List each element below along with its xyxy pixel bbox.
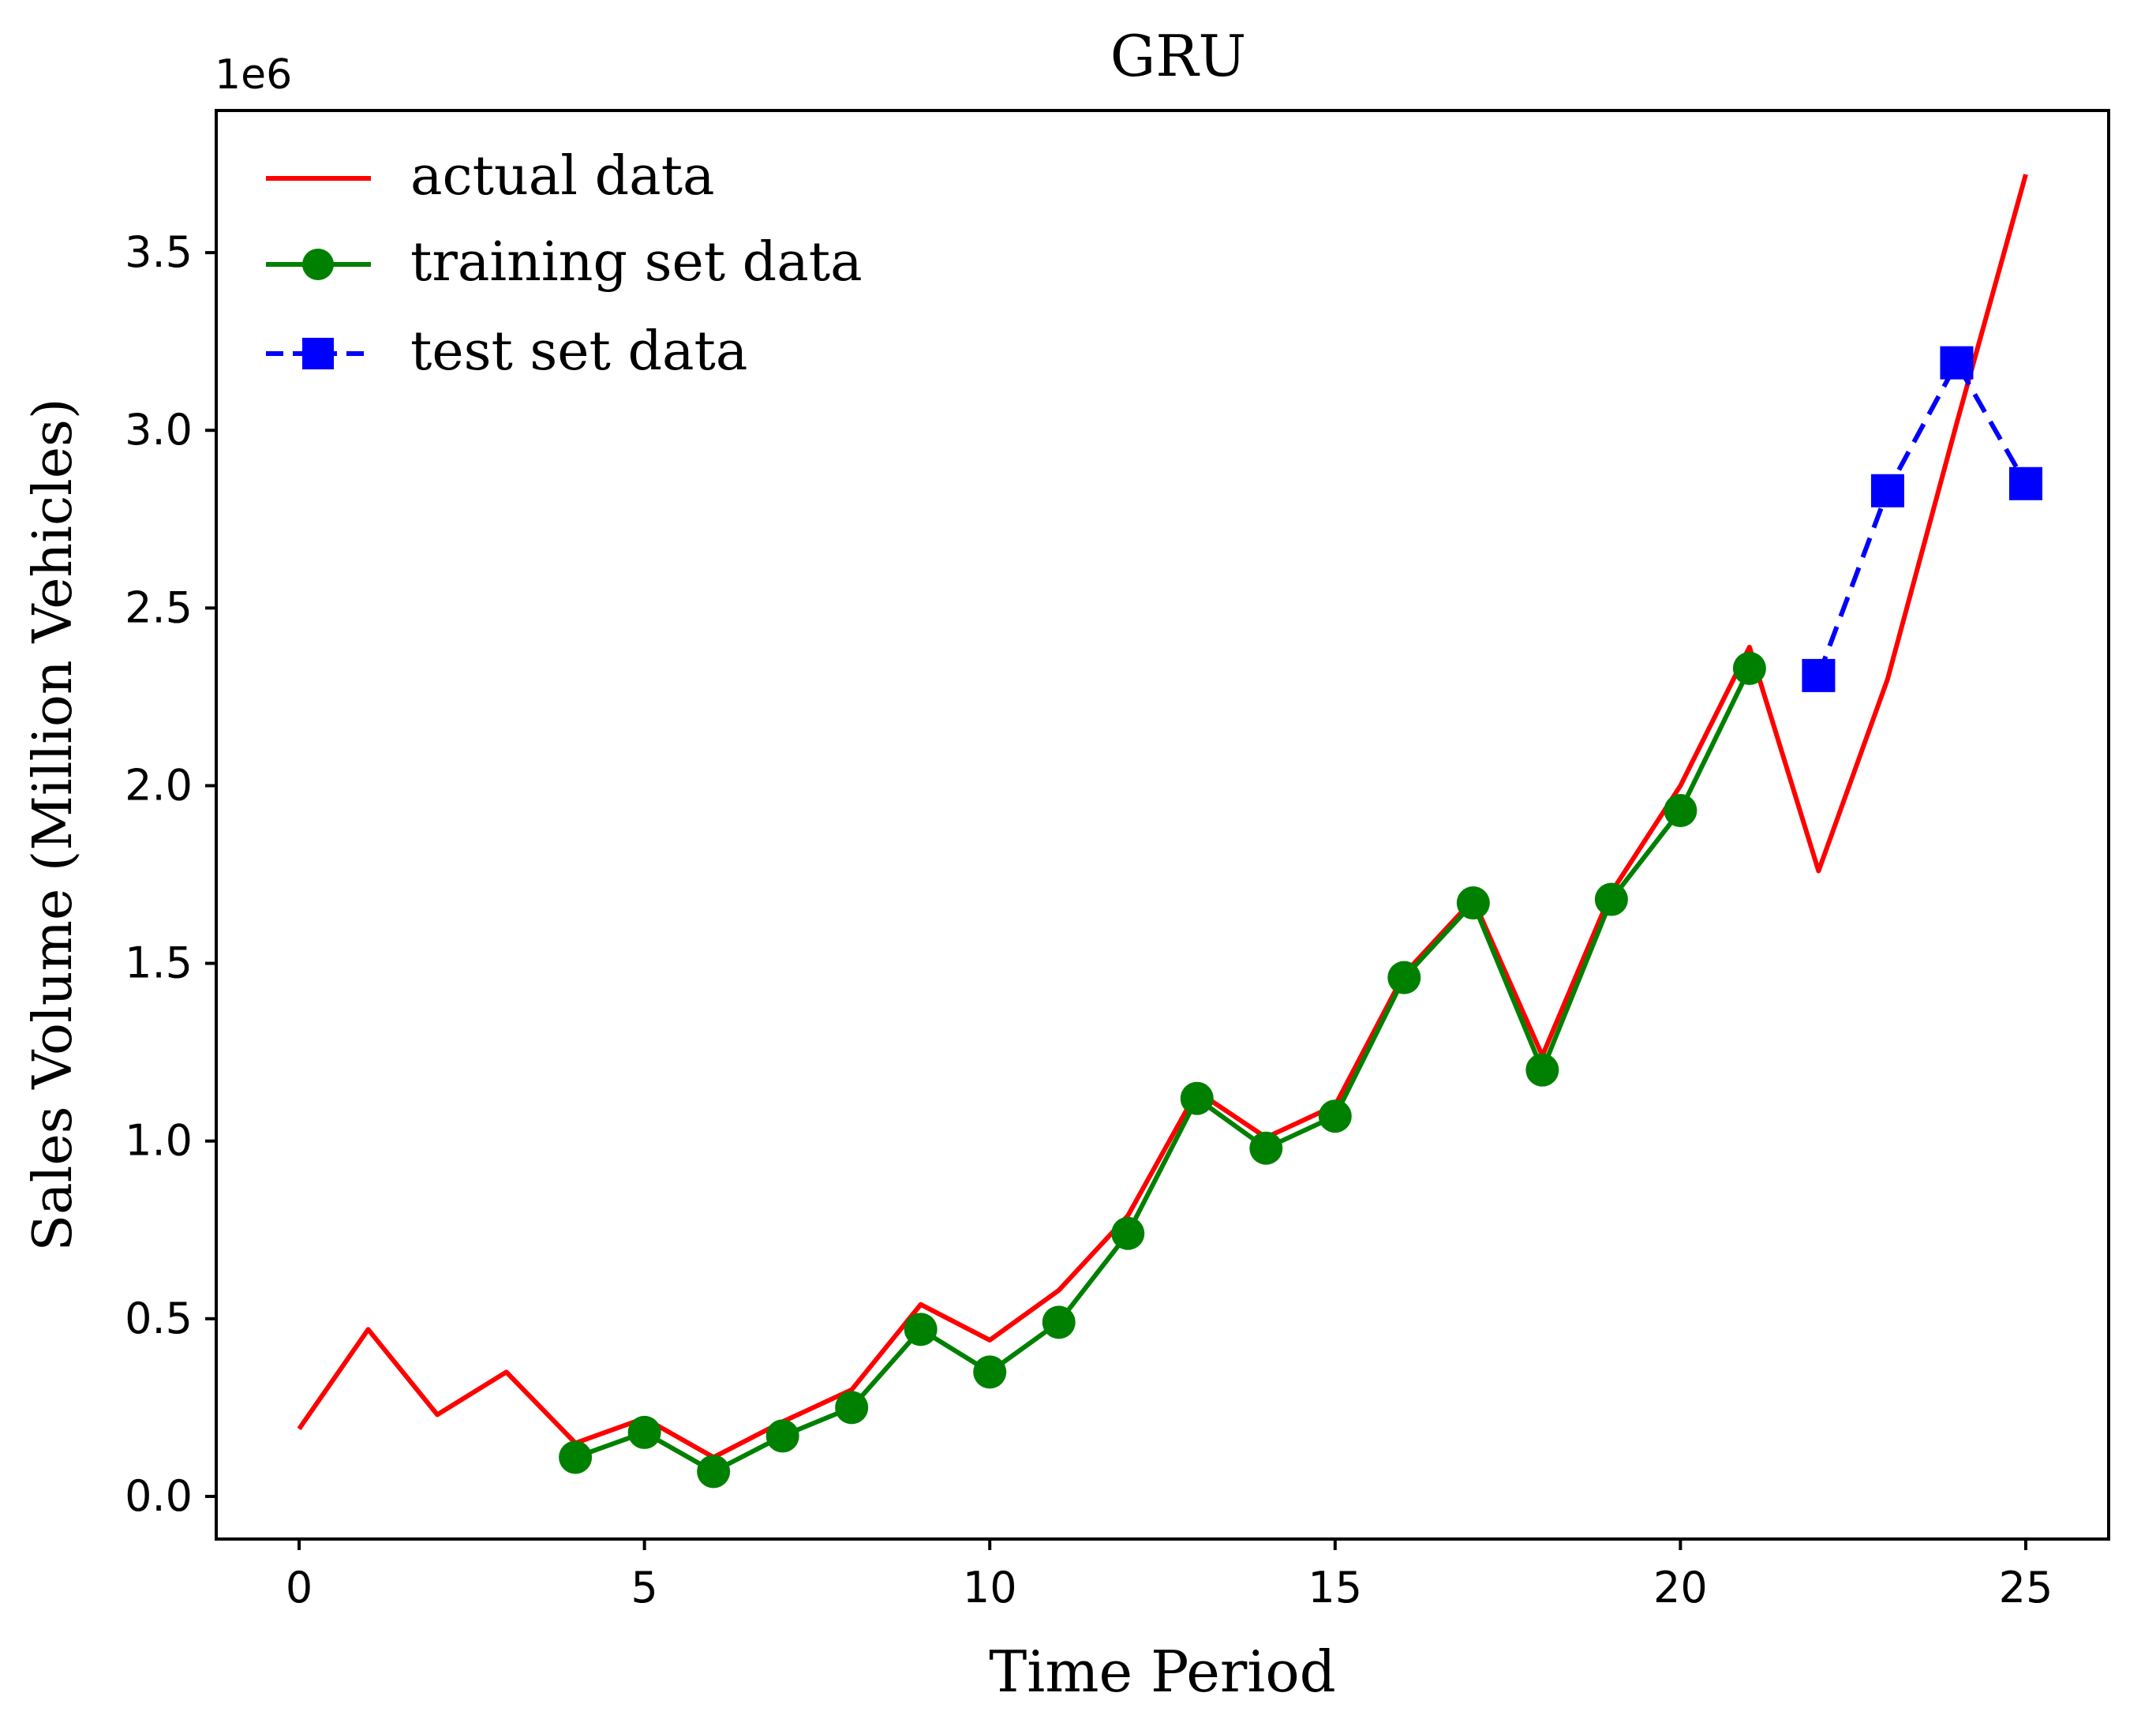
legend-training-label: training set data xyxy=(410,231,863,294)
legend-actual-label: actual data xyxy=(410,145,715,208)
plot-frame xyxy=(215,109,2110,1541)
series-training-point xyxy=(1180,1081,1214,1115)
series-training-point xyxy=(1525,1053,1559,1087)
x-tick-label: 5 xyxy=(631,1563,657,1612)
series-training-point xyxy=(973,1355,1007,1389)
series-training-point xyxy=(1664,793,1697,827)
chart-title: GRU xyxy=(1110,23,1246,89)
series-training-point xyxy=(1387,961,1421,994)
ticks-layer: 0 5 10 15 20 25 0.0 0.5 1.0 1.5 2.0 2.5 3.0 3.5 xyxy=(125,227,2053,1612)
series-training-point xyxy=(627,1415,661,1449)
series-training-point xyxy=(1111,1216,1145,1250)
series-training-point xyxy=(1042,1305,1076,1339)
x-tick-label: 20 xyxy=(1653,1563,1708,1612)
legend-test-label: test set data xyxy=(410,320,747,383)
y-tick-label: 3.0 xyxy=(125,405,193,455)
y-tick-label: 0.5 xyxy=(125,1294,193,1343)
y-tick-label: 2.0 xyxy=(125,760,193,810)
legend: actual data training set data test set d… xyxy=(266,145,863,383)
series-test-point xyxy=(1870,474,1904,507)
x-tick-label: 15 xyxy=(1308,1563,1362,1612)
series-training-point xyxy=(835,1391,869,1425)
series-training-point xyxy=(1249,1131,1283,1165)
series-test-point xyxy=(1802,658,1836,692)
series-test-point xyxy=(2008,466,2042,500)
x-tick-label: 10 xyxy=(963,1563,1017,1612)
x-tick-label: 25 xyxy=(1999,1563,2053,1612)
series-training-point xyxy=(904,1313,938,1346)
y-tick-label: 1.0 xyxy=(125,1116,193,1166)
y-tick-label: 3.5 xyxy=(125,227,193,277)
legend-test-marker xyxy=(302,338,334,369)
series-training-point xyxy=(697,1455,731,1489)
series-test-line xyxy=(1816,360,2028,676)
series-training-point xyxy=(1456,886,1490,920)
y-tick-label: 0.0 xyxy=(125,1471,193,1521)
y-axis-label: Sales Volume (Million Vehicles) xyxy=(22,399,84,1252)
x-axis-label: Time Period xyxy=(989,1638,1336,1705)
series-training-point xyxy=(559,1440,593,1474)
y-tick-label: 2.5 xyxy=(125,582,193,632)
legend-training-marker xyxy=(302,249,334,280)
series-training-point xyxy=(1594,882,1628,916)
series-training-point xyxy=(1318,1099,1352,1133)
y-offset-label: 1e6 xyxy=(215,51,292,99)
series-training-point xyxy=(765,1419,799,1453)
y-tick-label: 1.5 xyxy=(125,938,193,988)
x-tick-label: 0 xyxy=(286,1563,313,1612)
series-layer xyxy=(297,174,2042,1489)
series-training-point xyxy=(1732,651,1766,685)
series-test-point xyxy=(1940,346,1974,380)
